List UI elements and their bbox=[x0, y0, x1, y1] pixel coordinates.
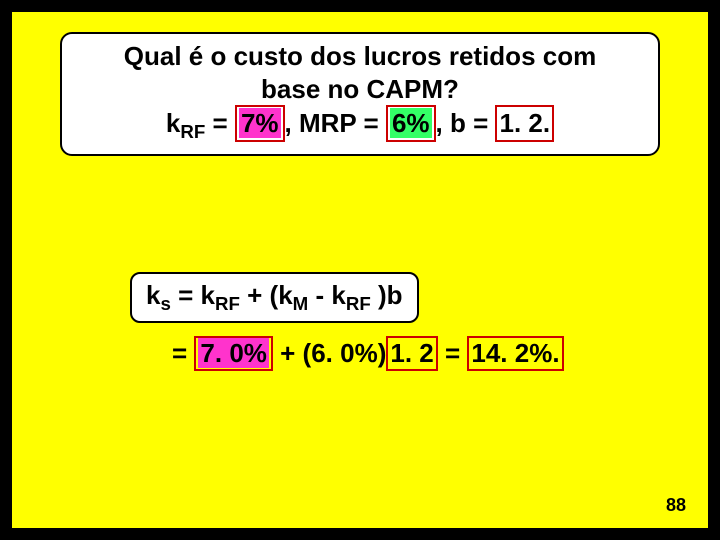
mrp-box: 6% bbox=[386, 105, 436, 142]
formula-sub-rf2: RF bbox=[346, 293, 371, 314]
title-line-3: kRF = 7%, MRP = 6%, b = 1. 2. bbox=[166, 105, 554, 144]
krf-value: 7% bbox=[239, 108, 281, 138]
formula-sub-rf1: RF bbox=[215, 293, 240, 314]
title-line-2: base no CAPM? bbox=[74, 73, 646, 106]
formula-plus: + (k bbox=[240, 280, 293, 310]
calc-v1-box: 7. 0% bbox=[194, 336, 273, 371]
calc-plus: + (6. 0%) bbox=[273, 338, 386, 368]
formula-sub-s: s bbox=[160, 293, 170, 314]
calc-line: = 7. 0% + (6. 0%)1. 2 = 14. 2%. bbox=[172, 336, 564, 371]
calc-result-box: 14. 2%. bbox=[467, 336, 563, 371]
page-number: 88 bbox=[666, 495, 686, 516]
calc-eq1: = bbox=[172, 338, 194, 368]
b-value: 1. 2. bbox=[499, 108, 550, 138]
calc-b-box: 1. 2 bbox=[386, 336, 437, 371]
title-box: Qual é o custo dos lucros retidos com ba… bbox=[60, 32, 660, 156]
formula-k: k bbox=[146, 280, 160, 310]
sep-mrp: , MRP = bbox=[285, 108, 386, 138]
eq-sign: = bbox=[205, 108, 235, 138]
krf-box: 7% bbox=[235, 105, 285, 142]
b-value-box: 1. 2. bbox=[495, 105, 554, 142]
slide: Qual é o custo dos lucros retidos com ba… bbox=[12, 12, 708, 528]
calc-b: 1. 2 bbox=[390, 338, 433, 368]
mrp-value: 6% bbox=[390, 108, 432, 138]
formula-sub-m: M bbox=[293, 293, 309, 314]
calc-eq2: = bbox=[438, 338, 468, 368]
title-line-1: Qual é o custo dos lucros retidos com bbox=[74, 40, 646, 73]
calc-result: 14. 2%. bbox=[471, 338, 559, 368]
formula-mid: = k bbox=[171, 280, 215, 310]
formula-minus: - k bbox=[308, 280, 346, 310]
calc-v1: 7. 0% bbox=[198, 338, 269, 368]
k-label: k bbox=[166, 108, 180, 138]
formula-box: ks = kRF + (kM - kRF )b bbox=[130, 272, 419, 323]
formula-tail: )b bbox=[371, 280, 403, 310]
k-sub-rf: RF bbox=[180, 121, 205, 142]
sep-b: , b = bbox=[436, 108, 496, 138]
